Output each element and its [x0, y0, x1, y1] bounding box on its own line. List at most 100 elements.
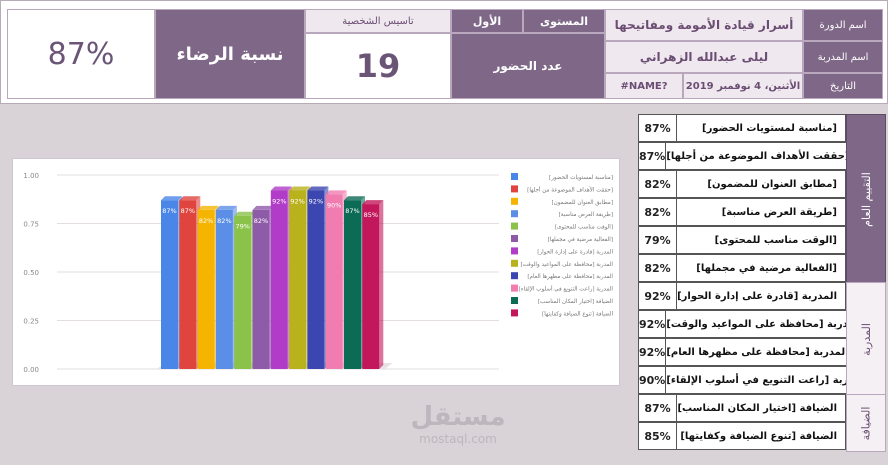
- legend-swatch: [511, 197, 518, 205]
- level-value: الأول: [472, 14, 502, 28]
- rating-label: [الوقت مناسب للمحتوى]: [677, 226, 846, 254]
- bar-top: [362, 200, 384, 205]
- legend-swatch: [511, 272, 518, 280]
- date-value: الأثنين، 4 نوفمبر 2019: [685, 80, 801, 92]
- rating-label: [مطابق العنوان للمضمون]: [677, 170, 846, 198]
- date-label-cell: التاريخ: [803, 73, 883, 99]
- rating-label: [الفعالية مرضية في مجملها]: [677, 254, 846, 282]
- level-label: المستوى: [540, 14, 588, 28]
- trainer-name: ليلى عبدالله الزهراني: [639, 50, 769, 64]
- chart-bar: [234, 215, 252, 369]
- legend-swatch: [511, 309, 518, 317]
- personality-label-cell: تاسيس الشخصية: [305, 9, 451, 33]
- attendance-label: عدد الحضور: [493, 59, 563, 73]
- legend-swatch: [511, 235, 518, 242]
- rating-row: 87% [مناسبة لمستويات الحضور]: [638, 114, 846, 142]
- rating-label: [الضيافة [اختيار المكان المناسب: [677, 394, 846, 422]
- rating-row: 87% [الضيافة [اختيار المكان المناسب: [638, 394, 846, 422]
- chart-bar: [307, 190, 325, 369]
- bar-value-label: 90%: [327, 201, 341, 209]
- chart-bar: [270, 190, 288, 369]
- attendance-count-cell: 19: [305, 33, 451, 99]
- name-error: #NAME?: [620, 80, 668, 92]
- legend-entry: [حققت الأهداف الموضوعة من أجلها]: [527, 185, 613, 193]
- bar-value-label: 82%: [254, 217, 268, 225]
- bar-value-label: 79%: [235, 223, 249, 231]
- satisfaction-label-cell: نسبة الرضاء: [155, 9, 305, 99]
- satisfaction-value-cell: 87%: [7, 9, 155, 99]
- bar-value-label: 92%: [290, 198, 304, 206]
- group-general: التقييم العام: [846, 114, 886, 284]
- legend-entry: [مطابق العنوان للمضمون]: [551, 200, 613, 206]
- rating-row: 92% [المدربة [قادرة على إدارة الحوار: [638, 282, 846, 310]
- bar-top: [289, 186, 311, 191]
- rating-value: 82%: [638, 198, 677, 226]
- y-tick-label: 0.00: [23, 366, 39, 374]
- name-error-cell: #NAME?: [605, 73, 683, 99]
- rating-label: [المدربة [قادرة على إدارة الحوار: [677, 282, 846, 310]
- rating-row: 92% [المدربة [محافظة على مظهرها العام: [638, 338, 858, 366]
- legend-entry: المدربة [محافظة على المواعيد والوقت]: [520, 262, 613, 268]
- rating-row: 82% [مطابق العنوان للمضمون]: [638, 170, 846, 198]
- rating-row: 92% [المدربة [محافظة على المواعيد والوقت: [638, 310, 872, 338]
- personality-label: تاسيس الشخصية: [342, 15, 414, 27]
- legend-swatch: [511, 284, 518, 292]
- bar-value-label: 85%: [364, 211, 378, 219]
- bar-value-label: 87%: [162, 207, 176, 215]
- bar-value-label: 92%: [309, 198, 323, 206]
- chart-bar: [344, 200, 361, 369]
- bar-top: [307, 186, 329, 191]
- rating-label: [المدربة [راعت التنويع في أسلوب الإلقاء: [666, 366, 877, 394]
- legend-swatch: [511, 297, 518, 304]
- rating-value: 79%: [638, 226, 677, 254]
- rating-row: 85% [الضيافة [تنوع الضيافة وكفايتها: [638, 422, 846, 450]
- course-label-cell: اسم الدورة: [803, 9, 883, 41]
- level-label-cell: المستوى: [523, 9, 605, 33]
- legend-entry: [مناسبة لمستويات الحضور]: [549, 175, 613, 181]
- y-tick-label: 1.00: [23, 172, 39, 180]
- date-label: التاريخ: [830, 80, 856, 92]
- chart-bar: [325, 194, 343, 369]
- bar-top: [270, 186, 292, 191]
- legend-swatch: [511, 259, 518, 267]
- attendance-count: 19: [355, 47, 401, 85]
- bar-value-label: 82%: [217, 217, 231, 225]
- chart-bar: [215, 209, 233, 369]
- rating-row: 79% [الوقت مناسب للمحتوى]: [638, 226, 846, 254]
- legend-entry: [الوقت مناسب للمحتوى]: [555, 225, 613, 231]
- rating-row: 82% [طريقة العرض مناسبة]: [638, 198, 846, 226]
- chart-bar: [362, 204, 380, 369]
- chart-bar: [161, 200, 178, 369]
- bar-top: [234, 211, 256, 216]
- bar-top: [215, 205, 237, 210]
- rating-label: [المدربة [محافظة على مظهرها العام: [666, 338, 858, 366]
- trainer-label-cell: اسم المدربة: [803, 41, 883, 73]
- watermark: مستقل mostaql.com: [388, 402, 528, 446]
- rating-value: 82%: [638, 170, 677, 198]
- chart-bar: [252, 209, 270, 369]
- y-tick-label: 0.25: [23, 318, 39, 326]
- rating-value: 85%: [638, 422, 677, 450]
- bar-value-label: 82%: [199, 217, 213, 225]
- rating-value: 92%: [638, 282, 677, 310]
- bar-value-label: 87%: [181, 207, 195, 215]
- rating-value: 92%: [638, 310, 667, 338]
- rating-row: 90% [المدربة [راعت التنويع في أسلوب الإلق…: [638, 366, 877, 394]
- group-trainer: المدربة: [846, 282, 886, 396]
- legend-swatch: [511, 247, 518, 255]
- rating-label: [الضيافة [تنوع الضيافة وكفايتها: [677, 422, 846, 450]
- rating-label: [مناسبة لمستويات الحضور]: [677, 114, 846, 142]
- legend-entry: الضيافة [تنوع الضيافة وكفايتها]: [542, 310, 613, 317]
- watermark-logo: مستقل: [410, 402, 506, 432]
- satisfaction-label: نسبة الرضاء: [176, 43, 284, 65]
- bar-top: [197, 205, 219, 210]
- header-panel: 87% نسبة الرضاء تاسيس الشخصية 19 الأول ا…: [0, 0, 888, 104]
- group-hospitality: الضيافة: [846, 394, 886, 452]
- legend-entry: المدربة [محافظة على مظهرها العام]: [527, 274, 613, 280]
- level-value-cell: الأول: [451, 9, 523, 33]
- group-hospitality-label: الضيافة: [859, 406, 873, 440]
- chart-bar: [179, 200, 197, 369]
- bar-top: [179, 196, 201, 201]
- legend-swatch: [511, 210, 518, 218]
- legend-entry: المدربة [قادرة على إدارة الحوار]: [537, 249, 613, 255]
